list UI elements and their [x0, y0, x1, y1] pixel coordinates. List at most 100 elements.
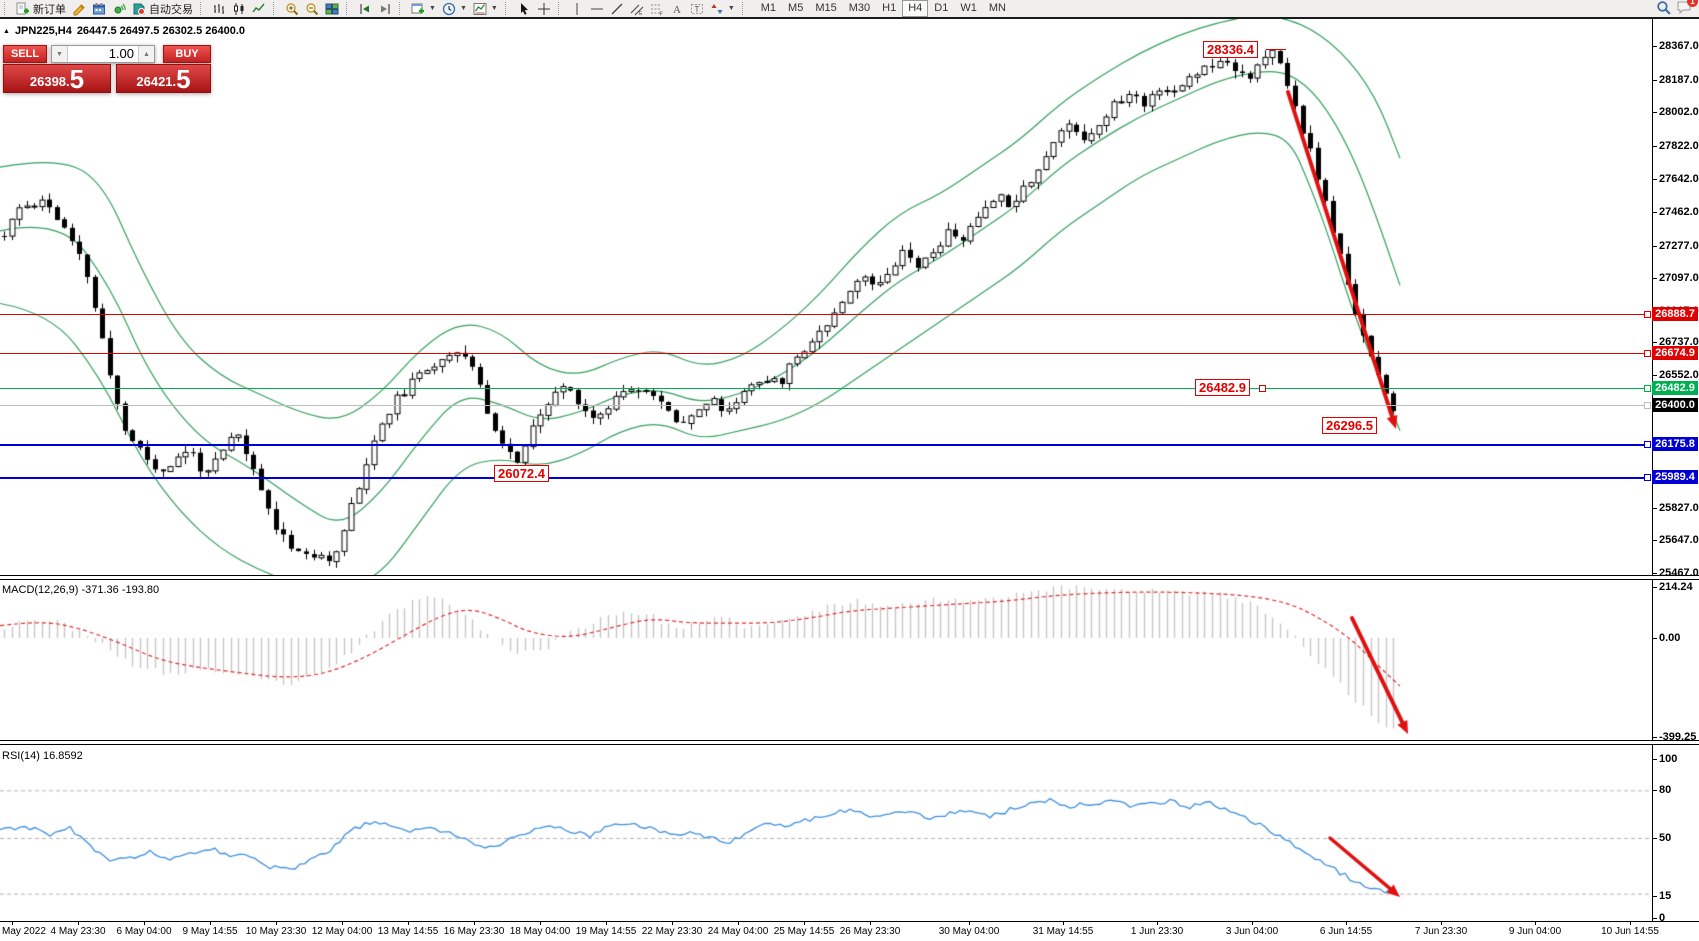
crayon-button[interactable]: [69, 1, 89, 17]
search-icon[interactable]: [1656, 0, 1671, 18]
rsi-indicator-label: RSI(14) 16.8592: [2, 750, 83, 762]
shapes-tool-button[interactable]: ▼: [707, 1, 738, 17]
time-axis-tick: [210, 922, 211, 925]
template-button[interactable]: ▼: [470, 1, 501, 17]
time-axis-label: 18 May 04:00: [509, 926, 571, 937]
new-window-icon: [411, 2, 425, 16]
time-axis-tick: [408, 922, 409, 925]
clock-icon: [442, 2, 456, 16]
timeframe-h4[interactable]: H4: [902, 0, 929, 17]
one-click-trading-panel: SELL ▼ 1.00 ▲ BUY 26398. 5 26421. 5: [3, 45, 211, 93]
time-axis-tick: [1441, 922, 1442, 925]
buy-price-big-digit: 5: [176, 64, 191, 94]
new-order-icon: [16, 2, 30, 16]
toolbar-separator: [504, 2, 511, 15]
sell-button[interactable]: SELL: [3, 45, 47, 63]
sell-price-big-digit: 5: [69, 64, 85, 94]
zoom-in-icon: [285, 2, 299, 16]
vline-icon: [570, 2, 584, 16]
candles-chart-icon: [232, 2, 246, 16]
new-order-label: 新订单: [33, 3, 66, 16]
rsi-chart-canvas[interactable]: [0, 745, 1652, 921]
timeframe-m5[interactable]: M5: [788, 2, 804, 14]
pane-divider-rsi[interactable]: [0, 740, 1699, 745]
timeframe-m1[interactable]: M1: [760, 2, 777, 14]
pane-divider-macd[interactable]: [0, 575, 1699, 580]
time-axis-tick: [12, 922, 13, 925]
collapse-arrow-icon[interactable]: ▲: [3, 27, 10, 35]
time-axis-tick: [1063, 922, 1064, 925]
time-axis-label: 19 May 14:55: [575, 926, 637, 937]
hline-tool-button[interactable]: [587, 1, 607, 17]
crayon-icon: [72, 2, 86, 16]
time-axis-tick: [342, 922, 343, 925]
channel-tool-button[interactable]: E: [627, 1, 647, 17]
new-window-button[interactable]: ▼: [408, 1, 439, 17]
zoom-in-button[interactable]: [282, 1, 302, 17]
cursor-button[interactable]: [514, 1, 534, 17]
chevron-down-icon: ▼: [727, 5, 735, 12]
trendline-tool-button[interactable]: [607, 1, 627, 17]
toolbar-separator: [346, 2, 352, 15]
time-axis-tick: [870, 922, 871, 925]
new-order-button[interactable]: 新订单: [13, 1, 69, 17]
volume-input[interactable]: 1.00: [108, 46, 134, 61]
timeframe-group: M1 M5 M15 M30 H1 H4 D1 W1 MN: [755, 0, 1012, 17]
label-tool-button[interactable]: T: [687, 1, 707, 17]
timeframe-w1[interactable]: W1: [960, 2, 977, 14]
notification-badge: 1: [1687, 0, 1698, 7]
macd-chart-canvas[interactable]: [0, 580, 1652, 740]
text-tool-button[interactable]: A: [667, 1, 687, 17]
time-axis-label: 16 May 23:30: [443, 926, 505, 937]
svg-text:A: A: [673, 4, 681, 16]
price-axis[interactable]: [1652, 19, 1699, 921]
time-axis-tick: [1630, 922, 1631, 925]
volume-decrease-button[interactable]: ▼: [52, 46, 68, 62]
volume-increase-button[interactable]: ▲: [138, 46, 154, 62]
calendar-button[interactable]: [89, 1, 109, 17]
chat-button[interactable]: 1: [1677, 0, 1698, 17]
toolbar-separator: [557, 2, 564, 15]
autotrade-button[interactable]: 自动交易: [129, 1, 196, 17]
sell-price[interactable]: 26398. 5: [3, 64, 111, 93]
line-chart-button[interactable]: [249, 1, 269, 17]
bars-chart-button[interactable]: [209, 1, 229, 17]
timeframe-mn[interactable]: MN: [988, 2, 1006, 14]
chevron-down-icon: ▼: [459, 5, 467, 12]
time-axis-label: 7 Jun 23:30: [1414, 926, 1468, 937]
timeframe-m15[interactable]: M15: [815, 2, 837, 14]
timeframe-clock-button[interactable]: ▼: [439, 1, 470, 17]
timeframe-d1[interactable]: D1: [934, 2, 949, 14]
trendline-icon: [610, 2, 624, 16]
auto-scroll-button[interactable]: [355, 1, 375, 17]
time-axis-tick: [474, 922, 475, 925]
timeframe-m30[interactable]: M30: [848, 2, 871, 14]
time-axis-label: May 2022: [2, 926, 46, 937]
signal-button[interactable]: [109, 1, 129, 17]
time-axis-label: 1 Jun 23:30: [1130, 926, 1184, 937]
chart-shift-button[interactable]: [375, 1, 395, 17]
symbol-name: JPN225,H4: [14, 25, 72, 37]
toolbar-divider: [0, 17, 1699, 19]
zoom-out-button[interactable]: [302, 1, 322, 17]
time-axis-tick: [276, 922, 277, 925]
candles-chart-button[interactable]: [229, 1, 249, 17]
time-axis-label: 6 May 04:00: [116, 926, 172, 937]
toolbar-separator: [741, 2, 748, 15]
crosshair-button[interactable]: [534, 1, 554, 17]
main-chart-canvas[interactable]: [0, 19, 1652, 575]
time-axis-tick: [804, 922, 805, 925]
buy-price[interactable]: 26421. 5: [116, 64, 211, 93]
time-axis-tick: [540, 922, 541, 925]
time-axis-label: 22 May 23:30: [641, 926, 703, 937]
fibonacci-tool-button[interactable]: F: [647, 1, 667, 17]
time-axis-label: 6 Jun 14:55: [1319, 926, 1373, 937]
timeframe-h1[interactable]: H1: [882, 2, 897, 14]
buy-button[interactable]: BUY: [163, 45, 211, 63]
zoom-out-icon: [305, 2, 319, 16]
tile-windows-button[interactable]: [322, 1, 342, 17]
chevron-down-icon: ▼: [490, 5, 498, 12]
vline-tool-button[interactable]: [567, 1, 587, 17]
time-axis-border: [0, 921, 1699, 922]
